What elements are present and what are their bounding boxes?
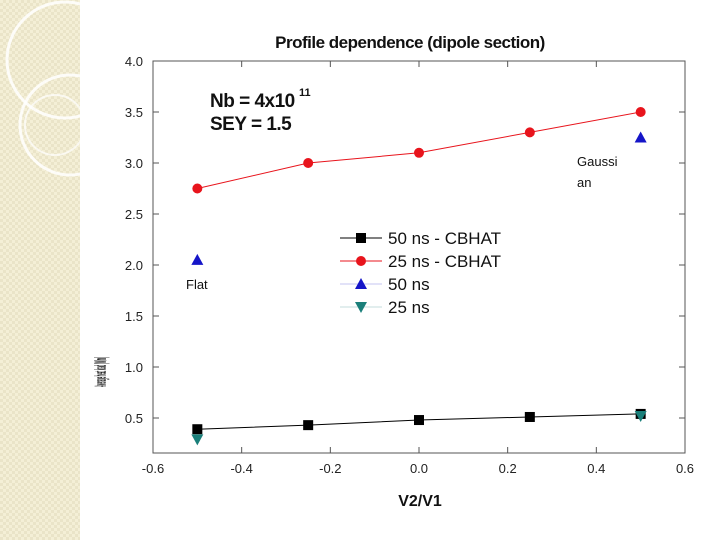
y-tick-label: 1.0 bbox=[125, 360, 143, 375]
x-tick-label: 0.4 bbox=[587, 461, 605, 476]
data-point-circle bbox=[192, 183, 203, 194]
data-point-square bbox=[303, 420, 314, 431]
data-point-triangle-down bbox=[191, 434, 204, 446]
y-tick-label: 2.5 bbox=[125, 207, 143, 222]
data-point-circle bbox=[524, 127, 535, 138]
legend-label: 25 ns - CBHAT bbox=[388, 252, 501, 271]
annotation-flat: Flat bbox=[186, 277, 208, 292]
x-axis-ticks: -0.6 -0.4 -0.2 0.0 0.2 0.4 0.6 bbox=[142, 61, 694, 476]
legend: 50 ns - CBHAT 25 ns - CBHAT 50 ns 25 ns bbox=[340, 229, 501, 317]
decorative-circles bbox=[5, 0, 125, 177]
data-point-square bbox=[524, 411, 535, 422]
series-markers bbox=[191, 107, 647, 446]
chart-title: Profile dependence (dipole section) bbox=[275, 33, 545, 52]
legend-label: 50 ns - CBHAT bbox=[388, 229, 501, 248]
annotation-gaussian-line2: an bbox=[577, 175, 591, 190]
x-axis-label: V2/V1 bbox=[398, 493, 442, 510]
annotation-sey: SEY = 1.5 bbox=[210, 114, 292, 135]
data-point-triangle-up bbox=[634, 131, 647, 143]
x-tick-label: 0.0 bbox=[410, 461, 428, 476]
y-axis-ticks: 4.0 3.5 3.0 2.5 2.0 1.5 1.0 0.5 bbox=[125, 54, 685, 426]
data-point-triangle-down bbox=[355, 302, 367, 313]
legend-label: 25 ns bbox=[388, 298, 430, 317]
y-tick-label: 4.0 bbox=[125, 54, 143, 69]
data-point-circle bbox=[635, 107, 646, 117]
y-tick-label: 2.0 bbox=[125, 258, 143, 273]
y-tick-label: 3.5 bbox=[125, 105, 143, 120]
annotation-nb-exponent: 11 bbox=[299, 87, 311, 99]
data-point-square bbox=[356, 233, 366, 243]
data-point-square bbox=[192, 424, 203, 435]
data-point-circle bbox=[414, 147, 424, 158]
x-tick-label: -0.4 bbox=[230, 461, 252, 476]
x-tick-label: 0.6 bbox=[676, 461, 694, 476]
y-tick-label: 0.5 bbox=[125, 411, 143, 426]
y-tick-label: 3.0 bbox=[125, 156, 143, 171]
legend-label: 50 ns bbox=[388, 275, 430, 294]
x-tick-label: -0.6 bbox=[142, 461, 164, 476]
y-tick-label: 1.5 bbox=[125, 309, 143, 324]
data-point-triangle-down bbox=[634, 410, 647, 422]
data-point-square bbox=[414, 415, 424, 426]
data-point-circle bbox=[303, 158, 314, 168]
decorative-side-panel bbox=[0, 0, 80, 540]
annotation-gaussian-line1: Gaussi bbox=[577, 154, 618, 169]
x-tick-label: -0.2 bbox=[319, 461, 341, 476]
y-axis-label: Average heat load (W/m) bbox=[91, 357, 110, 387]
data-point-triangle-up bbox=[191, 253, 204, 265]
data-point-triangle-up bbox=[355, 278, 367, 289]
x-tick-label: 0.2 bbox=[499, 461, 517, 476]
data-point-circle bbox=[356, 256, 366, 266]
annotation-nb: Nb = 4x10 bbox=[210, 91, 295, 112]
